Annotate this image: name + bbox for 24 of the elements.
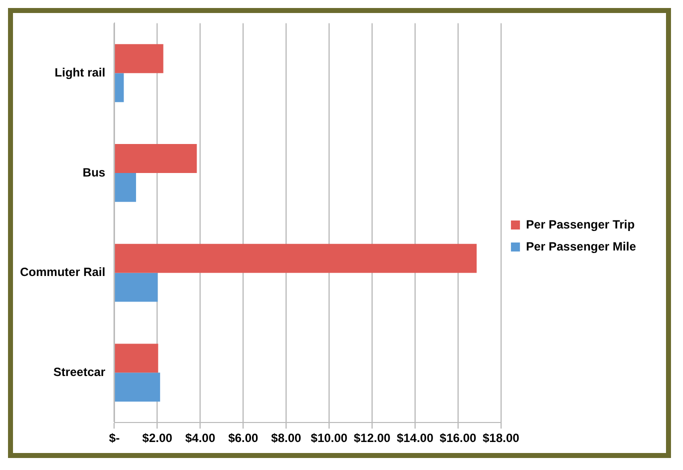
bar [114,372,160,402]
x-tick-label: $2.00 [142,431,173,446]
bar [114,144,197,173]
y-tick-label: Streetcar [53,364,106,379]
y-tick-label: Commuter Rail [20,265,106,280]
x-tick-label: $6.00 [228,431,259,446]
x-tick-label: $4.00 [185,431,216,446]
x-tick-label: $12.00 [354,431,391,446]
legend-label: Per Passenger Trip [526,217,635,232]
x-tick-label: $16.00 [440,431,477,446]
x-tick-label: $8.00 [271,431,302,446]
bar [114,73,124,102]
bar [114,272,158,302]
y-tick-label: Bus [82,165,106,180]
x-tick-label: $10.00 [310,431,348,446]
x-tick-label: $- [109,431,120,446]
bar [114,244,477,273]
bar [114,344,158,373]
x-tick-label: $14.00 [396,431,434,446]
bar [114,172,136,202]
bar [114,44,164,74]
x-tick-label: $18.00 [482,431,520,446]
legend-label: Per Passenger Mile [526,239,636,254]
y-tick-label: Light rail [54,65,106,80]
